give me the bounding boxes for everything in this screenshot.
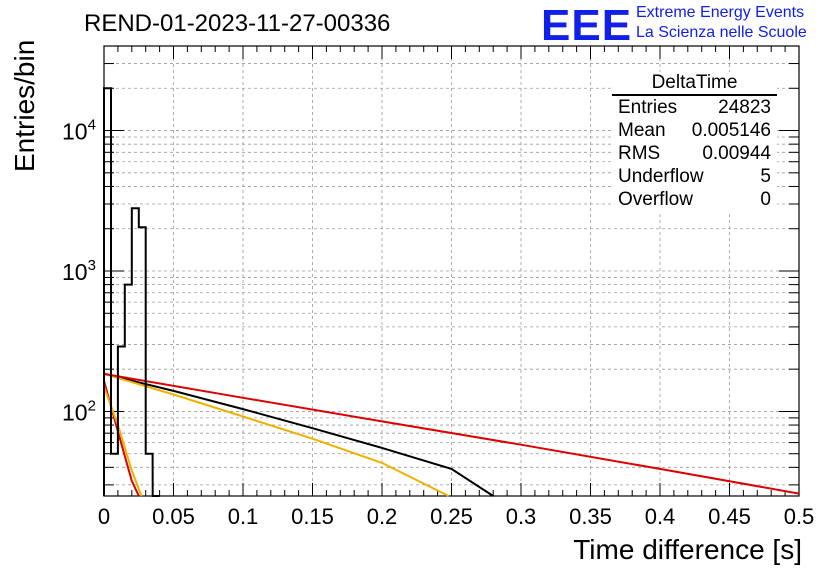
- stats-row-entries: Entries 24823: [612, 96, 777, 119]
- stats-box: DeltaTime Entries 24823 Mean 0.005146 RM…: [612, 72, 777, 211]
- fit-curve: [103, 386, 143, 497]
- x-tick-label: 0.15: [291, 504, 334, 529]
- histogram-bin: [104, 88, 111, 496]
- x-tick-label: 0.1: [228, 504, 259, 529]
- eee-logo: EEE: [541, 1, 633, 50]
- x-tick-label: 0: [98, 504, 110, 529]
- x-tick-label: 0.25: [430, 504, 473, 529]
- stats-value: 0.00944: [702, 143, 771, 164]
- fit-curve: [103, 372, 494, 497]
- histogram-bin: [132, 208, 139, 496]
- logo-line-1: Extreme Energy Events: [636, 4, 805, 21]
- histogram-bin: [146, 454, 153, 496]
- logo-line-2: La Scienza nelle Scuole: [636, 24, 807, 41]
- fit-curve: [103, 372, 450, 497]
- y-tick-label: 102: [62, 397, 96, 425]
- stats-value: 5: [760, 166, 771, 187]
- stats-value: 0: [760, 189, 771, 210]
- stats-row-rms: RMS 0.00944: [612, 142, 777, 165]
- y-axis-label: Entries/bin: [9, 39, 40, 172]
- histogram-bins: [103, 87, 160, 497]
- x-tick-label: 0.2: [367, 504, 398, 529]
- histogram-outline: [103, 87, 160, 497]
- stats-value: 24823: [718, 97, 771, 118]
- y-tick-label: 103: [62, 257, 96, 285]
- stats-label: RMS: [618, 143, 661, 164]
- fit-curves: [103, 372, 800, 497]
- x-tick-label: 0.3: [506, 504, 537, 529]
- histogram-bin: [111, 454, 118, 496]
- stats-row-underflow: Underflow 5: [612, 165, 777, 188]
- fit-curve: [103, 372, 800, 495]
- stats-row-overflow: Overflow 0: [612, 188, 777, 211]
- x-tick-label: 0.35: [569, 504, 612, 529]
- stats-label: Mean: [618, 120, 666, 141]
- grid-layer: [104, 45, 799, 496]
- x-tick-label: 0.45: [708, 504, 751, 529]
- tick-labels: 0 0.05 0.1 0.15 0.2 0.25 0.3 0.35 0.4 0.45 0.5 102 1…: [62, 117, 814, 529]
- y-tick-label: 104: [62, 117, 96, 145]
- tick-marks: [103, 45, 800, 496]
- x-tick-label: 0.05: [152, 504, 195, 529]
- x-tick-label: 0.5: [784, 504, 815, 529]
- stats-label: Underflow: [618, 166, 704, 187]
- x-axis-label: Time difference [s]: [573, 534, 802, 565]
- stats-title: DeltaTime: [612, 72, 777, 96]
- stats-label: Overflow: [618, 189, 693, 210]
- stats-label: Entries: [618, 97, 678, 118]
- x-tick-label: 0.4: [645, 504, 676, 529]
- stats-value: 0.005146: [691, 120, 771, 141]
- run-title: REND-01-2023-11-27-00336: [84, 10, 391, 37]
- stats-row-mean: Mean 0.005146: [612, 119, 777, 142]
- histogram-bin: [139, 227, 146, 496]
